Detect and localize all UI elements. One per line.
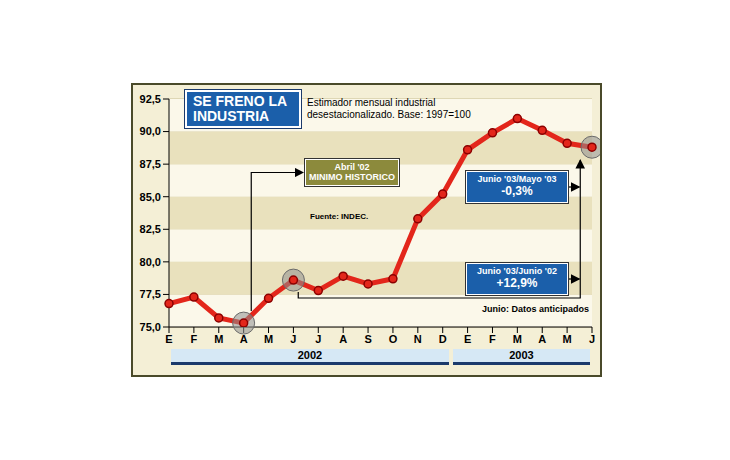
html-text:Junio '03/Mayo '03: Junio '03/Mayo '03 bbox=[477, 174, 557, 185]
svg-text:90,0: 90,0 bbox=[140, 125, 161, 137]
html-text:Junio '03/Junio '02: Junio '03/Junio '02 bbox=[477, 266, 557, 277]
html-text:Junio: Datos anticipados: Junio: Datos anticipados bbox=[482, 304, 589, 314]
svg-text:F: F bbox=[489, 333, 496, 345]
html-text:MINIMO HISTORICO: MINIMO HISTORICO bbox=[309, 171, 395, 182]
svg-text:E: E bbox=[165, 333, 172, 345]
svg-text:80,0: 80,0 bbox=[140, 256, 161, 268]
svg-text:M: M bbox=[563, 333, 572, 345]
html-text:2003: 2003 bbox=[509, 349, 534, 361]
svg-text:N: N bbox=[414, 333, 422, 345]
html-text:Estimador mensual industrial d: Estimador mensual industrial desestacion… bbox=[307, 97, 471, 120]
svg-text:77,5: 77,5 bbox=[140, 288, 161, 300]
svg-text:87,5: 87,5 bbox=[140, 158, 161, 170]
svg-text:J: J bbox=[290, 333, 296, 345]
svg-text:82,5: 82,5 bbox=[140, 223, 161, 235]
svg-text:M: M bbox=[513, 333, 522, 345]
svg-text:O: O bbox=[389, 333, 398, 345]
svg-text:A: A bbox=[538, 333, 546, 345]
svg-text:75,0: 75,0 bbox=[140, 321, 161, 333]
svg-text:A: A bbox=[240, 333, 248, 345]
svg-text:J: J bbox=[315, 333, 321, 345]
svg-text:S: S bbox=[364, 333, 371, 345]
svg-text:M: M bbox=[214, 333, 223, 345]
svg-text:D: D bbox=[439, 333, 447, 345]
svg-text:92,5: 92,5 bbox=[140, 93, 161, 105]
html-text:2002: 2002 bbox=[297, 349, 323, 361]
svg-text:M: M bbox=[264, 333, 273, 345]
html-text:SE FRENO LA INDUSTRIA: SE FRENO LA INDUSTRIA bbox=[193, 93, 288, 124]
html-text:-0,3%: -0,3% bbox=[501, 184, 533, 199]
html-text:+12,9%: +12,9% bbox=[496, 276, 538, 291]
html-text:Abril '02: Abril '02 bbox=[334, 161, 370, 172]
svg-text:J: J bbox=[589, 333, 595, 345]
html-text:Fuente: INDEC.: Fuente: INDEC. bbox=[310, 212, 369, 221]
svg-text:A: A bbox=[339, 333, 347, 345]
svg-text:85,0: 85,0 bbox=[140, 191, 161, 203]
svg-text:F: F bbox=[191, 333, 198, 345]
svg-text:E: E bbox=[464, 333, 471, 345]
